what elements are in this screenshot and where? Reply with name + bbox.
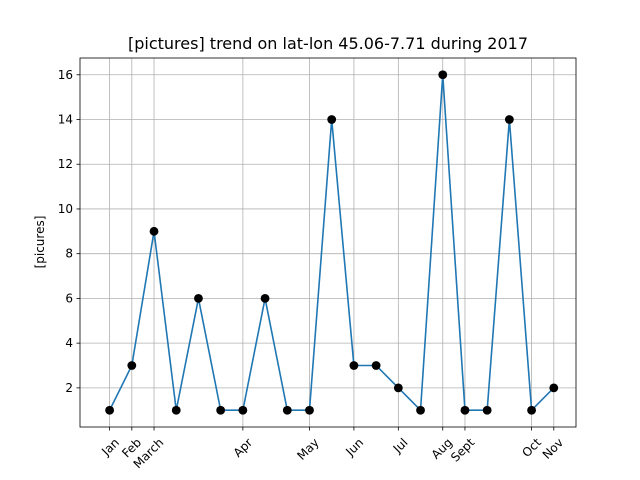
y-axis-label: [picures] [33,216,47,269]
y-tick-label: 2 [65,381,73,395]
x-tick-label: Nov [540,435,566,461]
data-point [216,405,226,415]
data-point [260,294,270,303]
x-tick-label: Oct [519,435,544,460]
series-line-layer [108,73,555,412]
data-point [149,226,159,236]
y-tick-label: 14 [58,113,73,127]
grid [80,58,576,427]
x-tick-label: May [294,435,321,462]
data-markers [105,70,559,415]
y-tick-label: 10 [58,202,73,216]
y-tick-label: 8 [65,247,73,261]
data-point [482,405,492,415]
data-point [194,294,203,303]
plot-frame [79,57,577,428]
data-point [393,383,403,393]
y-tick-label: 4 [65,336,73,350]
x-tick-label: Sept [448,435,477,464]
data-point [171,405,181,415]
x-tick-label: Jul [390,435,411,456]
data-point [349,361,359,370]
data-point [549,383,559,393]
y-tick-label: 16 [58,68,73,82]
chart-title: [pictures] trend on lat-lon 45.06-7.71 d… [128,34,528,53]
data-point [238,405,248,415]
series-line [108,73,555,412]
data-point [305,405,314,415]
data-point [127,361,137,370]
data-point [371,361,381,370]
data-point [327,115,337,124]
y-tick-label: 12 [58,157,73,171]
data-point [504,115,514,124]
y-tick-label: 6 [65,291,73,305]
x-tick-label: Jan [98,435,122,459]
x-tick-label: Apr [231,435,256,460]
data-point [527,405,536,415]
data-point [282,405,292,415]
y-axis: 2 4 6 8 10 12 14 16 [58,68,80,395]
data-point [416,405,425,415]
data-point [105,405,115,415]
x-tick-label: Jun [342,435,366,459]
data-point [460,405,470,415]
data-point [438,70,448,80]
